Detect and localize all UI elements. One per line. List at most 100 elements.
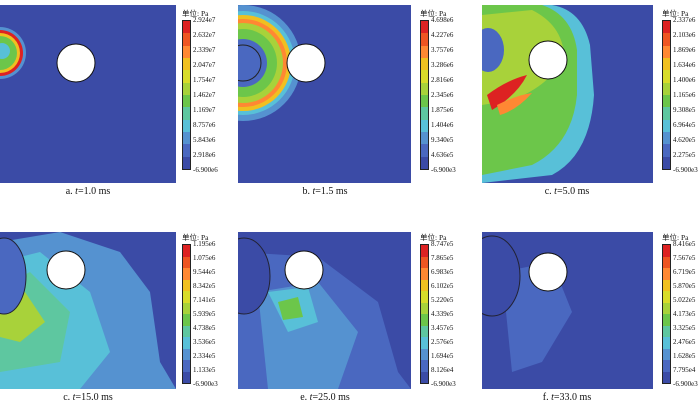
contour-svg-d [0,232,176,389]
legend-tick-label: 1.628e5 [673,352,696,360]
legend-swatch [183,325,190,337]
legend-swatch [663,291,670,303]
legend-tick-label: 2.918e6 [193,151,216,159]
legend-colorbar-e [420,244,429,384]
legend-tick-label: -6.900e3 [193,380,218,388]
cavity [482,235,521,317]
contour-svg-c [482,5,653,183]
legend-tick-label: 6.719e5 [673,268,696,276]
caption-c: c. t=5.0 ms [527,186,607,197]
cavity [0,237,27,315]
legend-title-f: 单位: Pa [662,233,689,242]
legend-title-e: 单位: Pa [420,233,447,242]
obstacle-circle [528,252,568,292]
legend-tick-label: 8.342e5 [193,282,216,290]
legend-tick-label: 9.340e5 [431,136,454,144]
legend-tick-label: -6.900e3 [673,380,698,388]
legend-swatch [663,325,670,337]
legend-swatch [421,268,428,280]
legend-swatch [183,21,190,34]
legend-tick-label: 2.816e6 [431,76,454,84]
legend-swatch [663,360,670,372]
legend-swatch [663,268,670,280]
legend-colorbar-c [662,20,671,170]
legend-title-c: 单位: Pa [662,9,689,18]
legend-tick-label: 4.620e5 [673,136,696,144]
legend-tick-label: 5.220e5 [431,296,454,304]
legend-tick-label: 3.536e5 [193,338,216,346]
legend-swatch [183,245,190,257]
legend-swatch [183,45,190,58]
legend-swatch [421,314,428,326]
legend-tick-label: -6.900e6 [193,166,218,174]
legend-tick-label: -6.900e3 [431,166,456,174]
legend-tick-label: 7.865e5 [431,254,454,262]
legend-swatch [421,245,428,257]
caption-value: =1.5 ms [315,186,348,197]
contour-plot-b [238,5,411,183]
legend-tick-label: 1.634e6 [673,61,696,69]
caption-variable: t [75,186,78,197]
legend-swatch [421,256,428,268]
legend-swatch [663,119,670,132]
legend-swatch [183,302,190,314]
legend-swatch [183,337,190,349]
legend-tick-label: 1.869e6 [673,46,696,54]
contour-plot-c [482,5,653,183]
contour-svg-b [238,5,411,183]
contour-plot-d [0,232,176,389]
legend-tick-label: 1.462e7 [193,91,216,99]
caption-prefix: a. [65,186,76,197]
legend-swatch [663,371,670,383]
legend-tick-label: 3.325e5 [673,324,696,332]
legend-swatch [663,21,670,34]
legend-tick-label: 6.964e5 [673,121,696,129]
cavity [482,28,504,72]
caption-prefix: f. [542,392,552,403]
legend-tick-label: 2.476e5 [673,338,696,346]
legend-swatch [663,245,670,257]
legend-tick-label: 1.754e7 [193,76,216,84]
obstacle-circle [284,250,324,290]
legend-swatch [421,156,428,169]
caption-e: e. t=25.0 ms [285,392,365,403]
contour-plot-a [0,5,176,183]
legend-swatch [421,348,428,360]
obstacle-circle [46,250,86,290]
legend-swatch [421,70,428,83]
legend-swatch [183,348,190,360]
legend-swatch [183,314,190,326]
legend-tick-label: 8.757e6 [193,121,216,129]
legend-tick-label: 1.875e6 [431,106,454,114]
legend-swatch [421,107,428,120]
legend-swatch [421,360,428,372]
legend-swatch [183,107,190,120]
caption-value: =1.0 ms [77,186,111,197]
legend-swatch [183,82,190,95]
legend-swatch [421,94,428,108]
legend-swatch [421,21,428,34]
legend-swatch [663,314,670,326]
caption-value: =25.0 ms [312,392,350,403]
legend-title-a: 单位: Pa [182,9,209,18]
legend-tick-label: 1.165e6 [673,91,696,99]
legend-swatch [183,33,190,46]
legend-tick-label: 4.339e5 [431,310,454,318]
wave-lime-zone [482,10,564,105]
legend-swatch [183,291,190,303]
legend-swatch [663,279,670,291]
legend-swatch [183,371,190,383]
legend-swatch [663,144,670,157]
legend-tick-label: 1.694e5 [431,352,454,360]
wave-green-patch [278,297,303,320]
legend-swatch [183,256,190,268]
caption-d: c. t=15.0 ms [48,392,128,403]
cavity-outline [238,44,262,82]
contour-svg-e [238,232,411,389]
legend-tick-label: 5.939e5 [193,310,216,318]
obstacle-circle [528,40,568,80]
legend-colorbar-f [662,244,671,384]
legend-swatch [663,156,670,169]
obstacle-circle [56,43,96,83]
legend-tick-label: 2.339e7 [193,46,216,54]
